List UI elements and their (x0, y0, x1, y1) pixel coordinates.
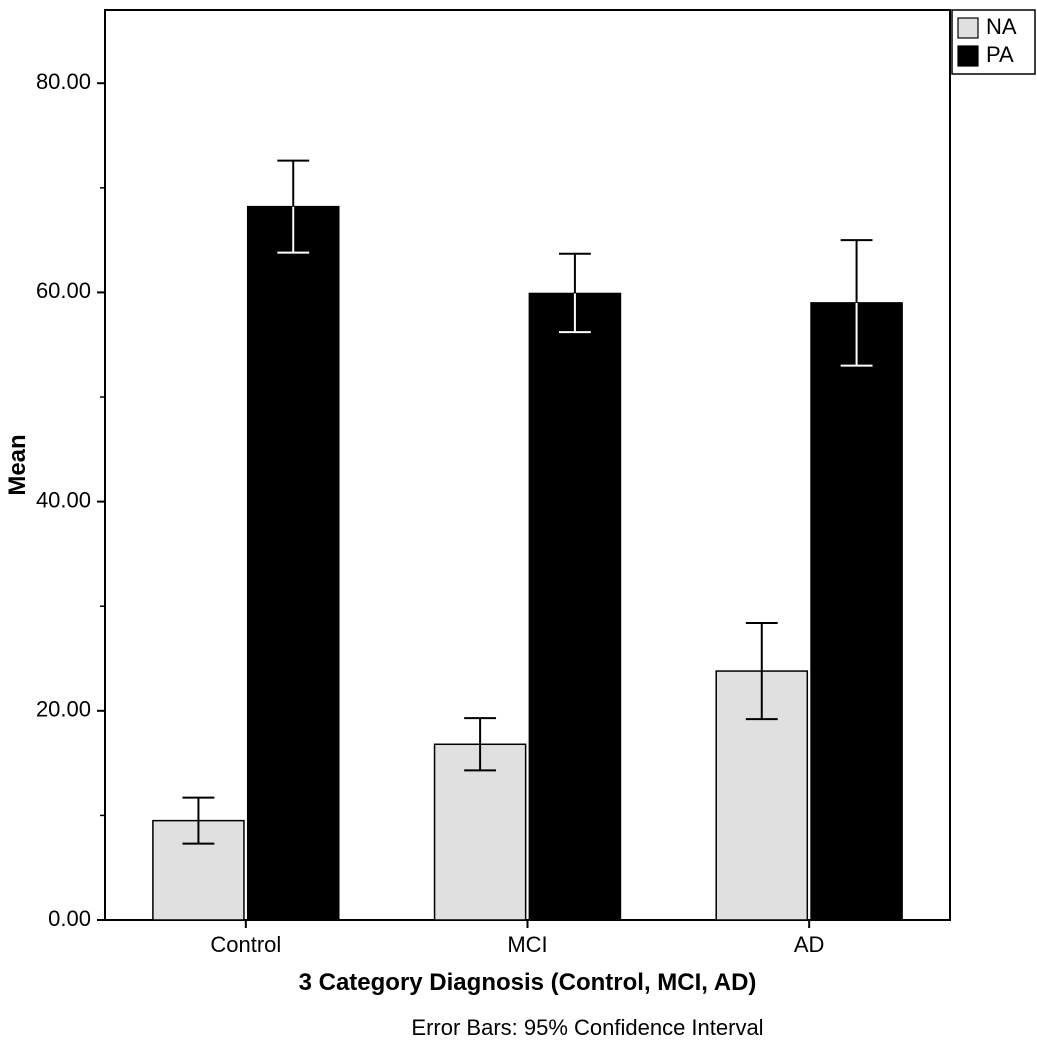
x-tick-label: AD (794, 932, 825, 957)
y-tick-label: 0.00 (48, 906, 91, 931)
legend-label: PA (986, 42, 1014, 67)
y-tick-label: 80.00 (36, 69, 91, 94)
chart-caption: Error Bars: 95% Confidence Interval (411, 1015, 763, 1040)
y-tick-label: 40.00 (36, 487, 91, 512)
x-tick-label: Control (210, 932, 281, 957)
bar-PA (529, 293, 620, 920)
x-tick-label: MCI (507, 932, 547, 957)
chart-svg: 0.00 20.00 40.00 60.00 80.00 Mean Control MCI AD… (0, 0, 1037, 1050)
legend-label: NA (986, 14, 1017, 39)
bar-PA (248, 207, 339, 920)
x-axis-label: 3 Category Diagnosis (Control, MCI, AD) (299, 969, 757, 996)
legend-swatch (958, 18, 978, 38)
y-tick-label: 60.00 (36, 278, 91, 303)
y-axis-label: Mean (4, 434, 31, 495)
legend-swatch (958, 46, 978, 66)
bar-PA (811, 303, 902, 920)
y-tick-label: 20.00 (36, 697, 91, 722)
chart-container: 0.00 20.00 40.00 60.00 80.00 Mean Control MCI AD… (0, 0, 1037, 1050)
